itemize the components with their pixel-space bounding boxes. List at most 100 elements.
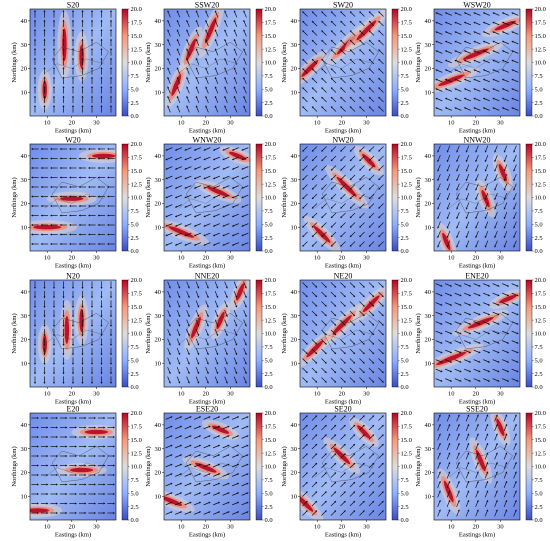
x-axis-label: Eastings (km) [459,263,495,270]
colorbar-tick-label: 5.0 [401,490,409,497]
y-axis-label: Northings (km) [145,177,152,217]
colorbar-tick-label: 10.0 [265,195,276,202]
colorbar-tick-label: 15.0 [131,168,142,175]
hotspot [469,437,493,484]
panel-sw20: SW20 10 20 30 10 20 30 40 Eastings (km) Northings… [281,1,412,135]
hotspot [182,456,229,480]
y-tick-label: 10 [155,224,162,231]
colorbar-tick-label: 12.5 [131,450,142,457]
y-tick-label: 40 [425,289,432,296]
colorbar-tick-label: 15.0 [265,33,276,40]
hotspot [492,153,513,192]
colorbar-tick-label: 0.0 [265,517,273,524]
y-axis-label: Northings (km) [415,313,422,353]
hotspot [59,299,74,360]
y-tick-label: 20 [425,470,432,477]
coastline [185,445,243,483]
colorbar: 0.0 2.5 5.0 7.5 10.0 12.5 15.0 17.5 20.0 [391,141,412,255]
y-tick-label: 20 [155,201,162,208]
colorbar-tick-label: 17.5 [401,424,412,431]
y-tick-label: 40 [21,153,28,160]
y-tick-label: 20 [21,201,28,208]
y-tick-label: 10 [21,360,28,367]
colorbar-tick-label: 2.5 [401,235,409,242]
colorbar-tick-label: 0.0 [401,248,409,255]
x-tick-label: 10 [178,391,185,398]
colorbar-tick-label: 5.0 [535,221,543,228]
colorbar-tick-label: 10.0 [265,60,276,67]
x-tick-label: 20 [473,524,480,531]
y-tick-label: 10 [21,224,28,231]
y-tick-label: 10 [425,493,432,500]
x-tick-label: 30 [497,255,504,262]
y-tick-label: 10 [291,89,298,96]
coastline [185,312,243,350]
colorbar-tick-label: 17.5 [401,291,412,298]
y-tick-label: 10 [21,493,28,500]
x-tick-label: 10 [178,524,185,531]
colorbar: 0.0 2.5 5.0 7.5 10.0 12.5 15.0 17.5 20.0 [255,277,276,391]
colorbar-tick-label: 10.0 [401,60,412,67]
panel-title: SE20 [334,405,351,414]
y-tick-label: 40 [155,153,162,160]
colorbar-tick-label: 20.0 [401,141,412,148]
colorbar-tick-label: 0.0 [535,248,543,255]
x-tick-label: 10 [178,255,185,262]
y-axis-label: Northings (km) [415,177,422,217]
y-tick-label: 10 [425,224,432,231]
colorbar-tick-label: 2.5 [265,504,273,511]
colorbar-tick-label: 10.0 [265,464,276,471]
colorbar-tick-label: 17.5 [265,424,276,431]
y-axis-label: Northings (km) [11,42,18,82]
x-tick-label: 30 [497,391,504,398]
panel-nne20: NNE20 10 20 30 10 20 30 40 Eastings (km) Northing… [145,272,276,406]
y-tick-label: 30 [425,446,432,453]
colorbar-tick-label: 0.0 [265,248,273,255]
colorbar-tick-label: 2.5 [535,100,543,107]
panel-title: NW20 [332,136,353,145]
colorbar-tick-label: 12.5 [131,46,142,53]
colorbar-tick-label: 12.5 [265,450,276,457]
coastline [321,312,379,350]
coastline [185,41,243,79]
panel-nnw20: NNW20 10 20 30 10 20 30 40 Eastings (km) Northing… [415,136,546,270]
x-tick-label: 30 [363,391,370,398]
colorbar-tick-label: 12.5 [265,317,276,324]
wind-arrows [33,10,113,113]
colorbar-tick-label: 20.0 [265,410,276,417]
x-axis-label: Eastings (km) [55,263,91,270]
y-tick-label: 40 [291,18,298,25]
panel-title: WNW20 [193,136,222,145]
colorbar: 0.0 2.5 5.0 7.5 10.0 12.5 15.0 17.5 20.0 [255,141,276,255]
wind-arrows [435,12,519,111]
y-tick-label: 10 [155,493,162,500]
panel-title: S20 [67,1,79,10]
y-tick-label: 40 [21,18,28,25]
colorbar-tick-label: 5.0 [265,490,273,497]
x-axis-label: Eastings (km) [189,532,225,539]
colorbar-tick-label: 5.0 [535,86,543,93]
colorbar-tick-label: 7.5 [265,208,273,215]
hotspot [303,216,341,251]
colorbar-tick-label: 7.5 [401,208,409,215]
colorbar-tick-label: 5.0 [131,221,139,228]
colorbar-tick-label: 17.5 [131,291,142,298]
y-tick-label: 40 [291,153,298,160]
y-tick-label: 40 [291,422,298,429]
colorbar-tick-label: 10.0 [131,464,142,471]
colorbar-tick-label: 7.5 [535,477,543,484]
x-axis-label: Eastings (km) [55,399,91,406]
colorbar-tick-label: 20.0 [131,277,142,284]
x-tick-label: 20 [203,120,210,127]
y-tick-label: 30 [155,313,162,320]
panel-ese20: ESE20 10 20 30 10 20 30 40 Eastings (km) Northing… [145,405,276,539]
x-tick-label: 30 [227,391,234,398]
colorbar-tick-label: 20.0 [401,277,412,284]
x-tick-label: 20 [69,120,76,127]
y-tick-label: 20 [425,201,432,208]
y-tick-label: 20 [21,66,28,73]
colorbar-tick-label: 17.5 [131,424,142,431]
colorbar-tick-label: 10.0 [401,195,412,202]
colorbar-tick-label: 10.0 [535,331,546,338]
